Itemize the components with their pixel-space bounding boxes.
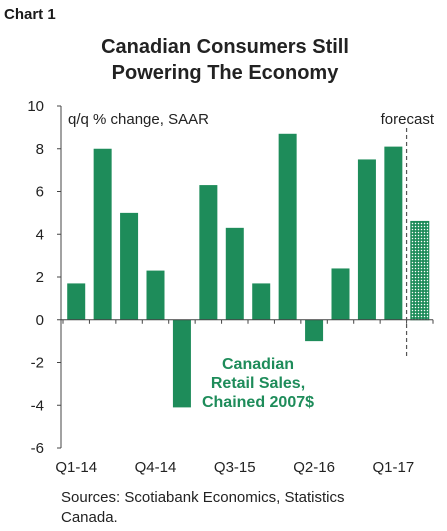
- bar: [357, 159, 376, 320]
- forecast-label: forecast: [381, 111, 435, 128]
- chart-title-line-1: Canadian Consumers Still: [101, 36, 349, 58]
- bar: [278, 133, 297, 320]
- y-tick-label: 0: [36, 312, 44, 329]
- bar: [67, 283, 86, 320]
- bar: [199, 185, 218, 320]
- chart-number-label: Chart 1: [4, 6, 56, 23]
- y-tick-label: -2: [31, 355, 44, 372]
- x-tick-label: Q1-14: [55, 459, 97, 476]
- x-tick-label: Q1-17: [373, 459, 415, 476]
- y-tick-label: 4: [36, 226, 44, 243]
- x-tick-label: Q4-14: [135, 459, 177, 476]
- forecast-bar: [410, 220, 430, 321]
- series-label-line: Retail Sales,: [211, 375, 305, 392]
- x-tick-label: Q2-16: [293, 459, 335, 476]
- bar: [93, 148, 112, 320]
- bar: [252, 283, 271, 320]
- y-tick-label: 10: [27, 98, 44, 115]
- source-line-2: Canada.: [61, 509, 118, 526]
- bar: [225, 227, 244, 320]
- y-tick-label: -6: [31, 440, 44, 457]
- bar: [384, 146, 403, 320]
- chart-title: Canadian Consumers Still Powering The Ec…: [60, 34, 390, 86]
- y-tick-label: -4: [31, 397, 44, 414]
- bar: [305, 319, 324, 342]
- x-tick-label: Q3-15: [214, 459, 256, 476]
- chart-title-line-2: Powering The Economy: [111, 62, 339, 84]
- y-tick-label: 6: [36, 184, 44, 201]
- y-tick-label: 2: [36, 269, 44, 286]
- bar: [146, 270, 165, 320]
- bar: [172, 319, 191, 408]
- bar: [120, 212, 139, 320]
- source-line-1: Sources: Scotiabank Economics, Statistic…: [61, 489, 345, 506]
- source-note: Sources: Scotiabank Economics, Statistic…: [61, 488, 441, 528]
- series-label-line: Canadian: [222, 356, 294, 373]
- y-axis-title: q/q % change, SAAR: [68, 111, 209, 128]
- series-label-line: Chained 2007$: [202, 394, 314, 411]
- y-tick-label: 8: [36, 141, 44, 158]
- bar: [331, 268, 350, 320]
